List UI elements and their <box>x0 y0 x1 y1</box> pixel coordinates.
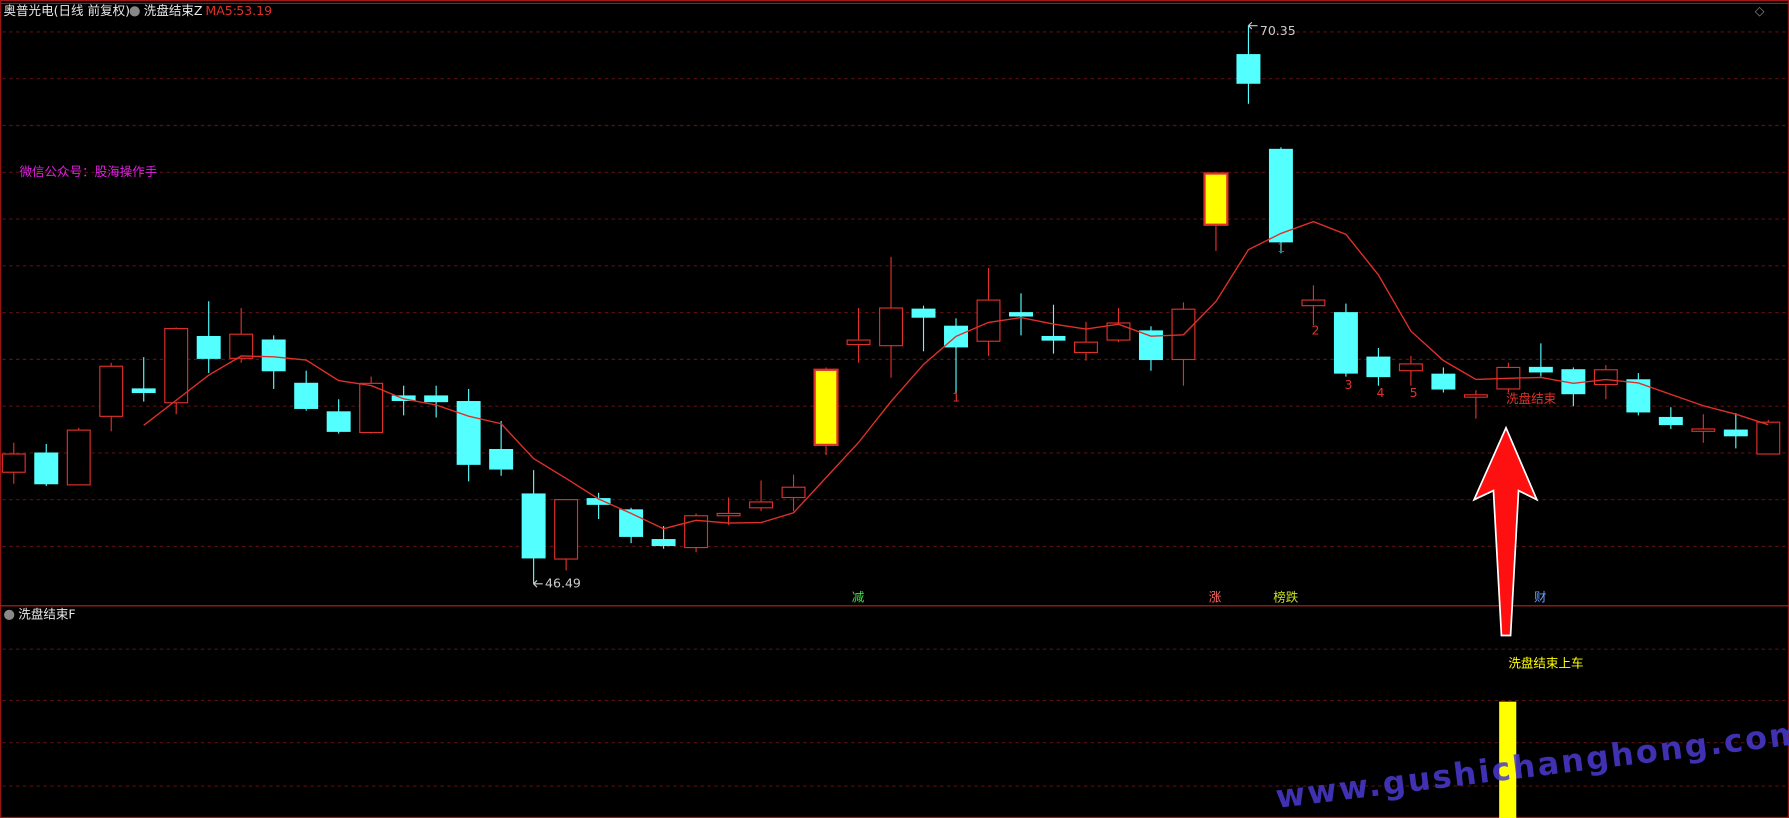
candle-body <box>456 401 481 465</box>
candle-body <box>1626 379 1651 413</box>
candle-body <box>261 339 286 372</box>
ma5-line <box>143 220 1769 530</box>
candle-body <box>196 335 221 359</box>
event-marker: 财 <box>1534 589 1547 604</box>
candle-body <box>1138 330 1163 361</box>
candle-body <box>1009 312 1033 317</box>
toggle-icon[interactable] <box>4 609 15 621</box>
candle-body <box>749 501 774 509</box>
candle-body <box>99 365 124 417</box>
candle-body <box>1074 341 1098 354</box>
wave-label: 3 <box>1345 377 1353 392</box>
candle-body <box>1593 369 1618 386</box>
panel-control[interactable]: ◇ <box>1755 3 1765 18</box>
ma-value: 53.19 <box>236 3 272 18</box>
indicator-name: 洗盘结束Z <box>144 3 203 18</box>
grid <box>2 31 1787 787</box>
candle-body <box>489 448 514 470</box>
candle-body <box>1333 312 1358 374</box>
lower-signal: 洗盘结束上车 <box>1508 655 1583 670</box>
candle-body <box>1658 416 1683 426</box>
candle-body <box>1366 356 1391 378</box>
candle-body <box>424 395 449 403</box>
wave-label: 1 <box>952 390 960 405</box>
wechat-note: 微信公众号：股海操作手 <box>19 164 157 179</box>
candle-body <box>326 411 351 432</box>
signal-arrow <box>1472 425 1539 637</box>
candle-body <box>1463 394 1488 398</box>
wave-label: 5 <box>1410 385 1418 400</box>
candle-body <box>911 308 936 318</box>
candle-body <box>781 486 806 499</box>
low-label: 46.49 <box>545 575 581 590</box>
candle-body <box>1 453 26 473</box>
candle-body <box>1301 299 1326 307</box>
candle-body <box>651 539 676 547</box>
event-marker: 减 <box>852 589 865 604</box>
candle-body <box>1203 172 1229 226</box>
candle-body <box>879 307 904 347</box>
wave-label: 4 <box>1377 385 1385 400</box>
candle-body <box>521 493 546 559</box>
annotation-arrow <box>533 580 543 588</box>
candle-body <box>716 512 741 517</box>
signal-bar <box>1499 701 1517 818</box>
chart-title: 奥普光电(日线 前复权) <box>3 3 130 18</box>
candle-body <box>1268 148 1293 243</box>
candle-body <box>684 515 709 549</box>
signal-label: 洗盘结束 <box>1506 391 1557 406</box>
wave-label: 1 <box>1277 240 1285 255</box>
candle-body <box>294 382 319 409</box>
candle-body <box>1236 54 1261 84</box>
candle-body <box>813 368 839 447</box>
lower-panel-title: 洗盘结束F <box>18 606 75 621</box>
candle-body <box>846 339 871 346</box>
candle-body <box>66 429 91 486</box>
toggle-icon[interactable] <box>129 6 140 17</box>
candle-body <box>229 333 254 359</box>
candle-body <box>34 452 59 485</box>
ma-label: MA5: <box>205 3 237 18</box>
annotation-arrow <box>1248 21 1258 30</box>
high-label: 70.35 <box>1260 23 1296 38</box>
candle-body <box>1528 366 1553 373</box>
candle-body <box>1398 363 1423 372</box>
candle-body <box>554 499 579 560</box>
candle-body <box>1691 428 1716 432</box>
event-marker: 涨 <box>1209 589 1222 604</box>
event-marker: 榜跌 <box>1273 589 1299 604</box>
candle-body <box>1723 429 1748 437</box>
candle-body <box>1756 421 1781 455</box>
candle-body <box>1041 335 1066 341</box>
candle-body <box>1431 373 1456 390</box>
candle-body <box>131 388 156 394</box>
candle-body <box>1106 322 1131 341</box>
candle-body <box>359 382 384 434</box>
candle-body <box>164 328 189 404</box>
wave-label: 2 <box>1311 322 1319 337</box>
